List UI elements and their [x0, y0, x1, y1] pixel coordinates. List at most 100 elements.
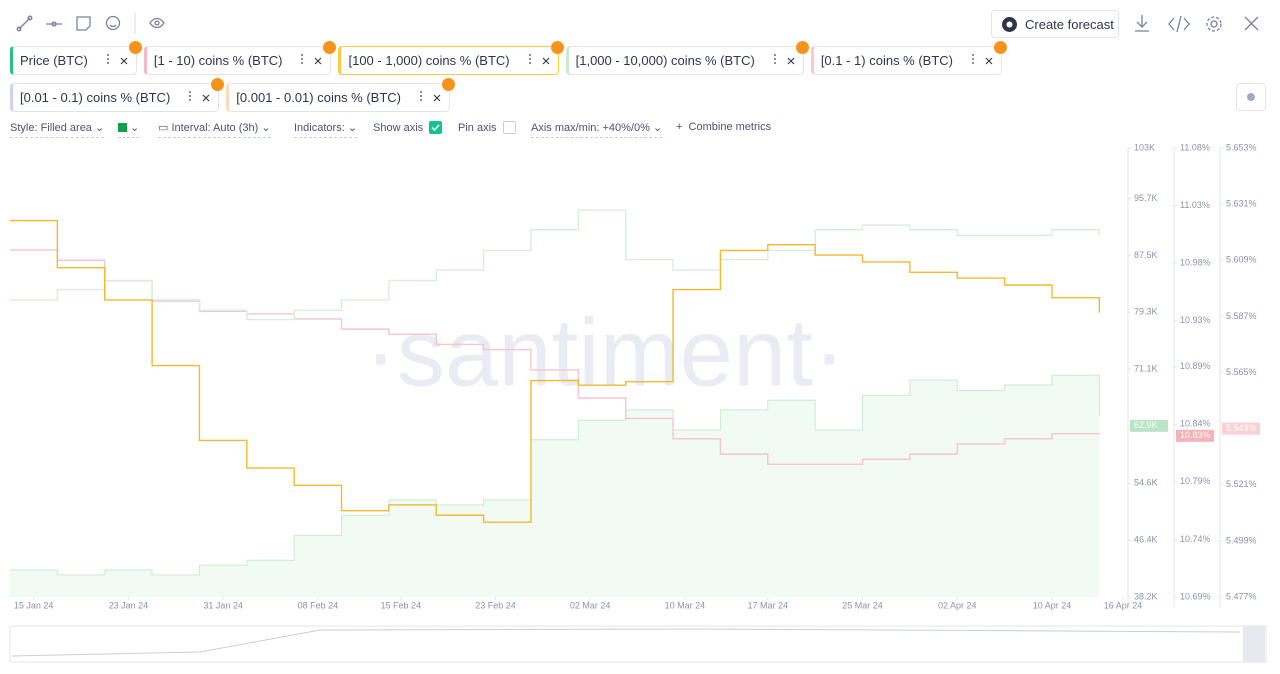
y-tick-label: 71.1K: [1134, 363, 1158, 373]
tab-menu[interactable]: [106, 53, 110, 68]
toolbar-right-icons: [1135, 15, 1259, 33]
current-value-label: 62.9K: [1134, 420, 1158, 430]
combine-label: Combine metrics: [688, 121, 772, 133]
color-swatch: [118, 123, 127, 132]
tab-label: [0.01 - 0.1) coins % (BTC): [20, 90, 171, 105]
series-line: [10, 374, 1100, 576]
metric-tab[interactable]: [1 - 10) coins % (BTC): [143, 41, 337, 75]
tab-menu[interactable]: [971, 53, 975, 68]
note-tool[interactable]: [76, 16, 91, 31]
x-tick-label: 23 Feb 24: [475, 600, 516, 610]
y-tick-label: 11.03%: [1180, 200, 1210, 210]
tab-remove[interactable]: [433, 90, 441, 105]
tab-remove[interactable]: [542, 53, 550, 68]
tab-menu[interactable]: [300, 53, 304, 68]
y-tick-label: 79.3K: [1134, 307, 1158, 317]
show-axis-checkbox[interactable]: [429, 121, 443, 134]
y-tick-label: 95.7K: [1134, 193, 1158, 203]
tab-label: Price (BTC): [20, 53, 88, 68]
pin-axis-label: Pin axis: [458, 121, 497, 134]
embed-button[interactable]: [1168, 15, 1190, 33]
y-tick-label: 10.89%: [1180, 361, 1211, 371]
bitcoin-badge: [323, 41, 337, 54]
bitcoin-badge: [128, 41, 142, 54]
metric-tab[interactable]: [0.01 - 0.1) coins % (BTC): [10, 78, 225, 112]
show-axis-toggle[interactable]: Show axis: [373, 121, 443, 134]
current-value-marker: [1222, 422, 1260, 435]
x-tick-label: 15 Feb 24: [380, 600, 421, 610]
tab-remove[interactable]: [314, 53, 322, 68]
x-tick-label: 10 Mar 24: [665, 600, 706, 610]
view-tool[interactable]: [149, 17, 165, 29]
forecast-icon: [1002, 16, 1017, 32]
y-tick-label: 10.84%: [1180, 419, 1211, 429]
x-tick-label: 23 Jan 24: [109, 600, 149, 610]
metric-tab[interactable]: [1,000 - 10,000) coins % (BTC): [565, 41, 809, 75]
pin-axis-toggle[interactable]: Pin axis: [458, 121, 516, 134]
tab-remove[interactable]: [787, 53, 795, 68]
y-tick-label: 87.5K: [1134, 250, 1158, 260]
y-tick-label: 5.521%: [1226, 479, 1257, 489]
tab-menu[interactable]: [419, 90, 423, 105]
tab-remove[interactable]: [120, 53, 128, 68]
show-axis-label: Show axis: [373, 121, 424, 134]
style-label: Style: Filled area: [10, 122, 92, 134]
indicators-select[interactable]: Indicators: ⌄: [294, 121, 358, 138]
current-value-label: 10.83%: [1180, 430, 1211, 440]
color-select[interactable]: ⌄: [118, 121, 140, 138]
y-tick-label: 10.98%: [1180, 258, 1211, 268]
navigator-window[interactable]: [1243, 626, 1265, 662]
interval-select[interactable]: ▭ Interval: Auto (3h) ⌄: [158, 121, 271, 138]
close-button[interactable]: [1244, 16, 1259, 31]
series-line: [10, 219, 1101, 523]
tab-menu[interactable]: [773, 53, 777, 68]
tab-menu[interactable]: [528, 53, 532, 68]
settings-button[interactable]: [1206, 16, 1222, 32]
navigator[interactable]: [9, 625, 1267, 663]
tab-label: [0.001 - 0.01) coins % (BTC): [236, 90, 402, 105]
y-tick-label: 10.79%: [1180, 476, 1211, 486]
hline-tool[interactable]: [46, 21, 62, 27]
toolbar-icons: [16, 12, 165, 34]
y-tick-label: 46.4K: [1134, 535, 1158, 545]
watermark: ·santiment·: [365, 299, 845, 406]
metric-tab[interactable]: [0.001 - 0.01) coins % (BTC): [226, 78, 456, 112]
bitcoin-badge: [550, 41, 564, 54]
toggle-button[interactable]: [1236, 83, 1266, 111]
y-tick-label: 38.2K: [1134, 591, 1158, 601]
current-value-marker: [1130, 419, 1168, 432]
line-tool[interactable]: [16, 15, 33, 32]
tab-label: [0.1 - 1) coins % (BTC): [820, 53, 954, 68]
x-tick-label: 17 Mar 24: [748, 600, 789, 610]
series-line: [10, 209, 1101, 321]
combine-metrics-button[interactable]: + Combine metrics: [676, 121, 772, 133]
y-tick-label: 5.609%: [1226, 255, 1257, 265]
navigator-line: [11, 628, 1241, 657]
metric-tab[interactable]: [100 - 1,000) coins % (BTC): [338, 41, 564, 75]
tab-remove[interactable]: [202, 90, 210, 105]
emoji-tool[interactable]: [105, 15, 121, 31]
bitcoin-badge: [211, 78, 225, 91]
tab-remove[interactable]: [985, 53, 993, 68]
y-tick-label: 5.587%: [1226, 311, 1257, 321]
metric-tab[interactable]: [0.1 - 1) coins % (BTC): [810, 41, 1008, 75]
metric-tab[interactable]: Price (BTC): [10, 41, 142, 75]
tab-label: [1 - 10) coins % (BTC): [153, 53, 283, 68]
x-tick-label: 02 Apr 24: [938, 600, 977, 610]
bitcoin-badge: [795, 41, 809, 54]
create-forecast-button[interactable]: Create forecast: [991, 10, 1119, 38]
download-button[interactable]: [1135, 15, 1149, 32]
current-value-label: 5.543%: [1226, 423, 1257, 433]
create-forecast-label: Create forecast: [1025, 16, 1114, 32]
style-select[interactable]: Style: Filled area ⌄: [10, 121, 105, 138]
toggle-dot: [1247, 93, 1255, 101]
tab-menu[interactable]: [188, 90, 192, 105]
y-tick-label: 10.69%: [1180, 591, 1211, 601]
axis-range-select[interactable]: Axis max/min: +40%/0% ⌄: [531, 121, 663, 138]
y-tick-label: 5.631%: [1226, 199, 1257, 209]
pin-axis-checkbox[interactable]: [502, 121, 516, 134]
x-tick-label: 16 Apr 24: [1104, 600, 1143, 610]
tab-label: [1,000 - 10,000) coins % (BTC): [575, 53, 755, 68]
indicators-label: Indicators:: [294, 122, 345, 134]
